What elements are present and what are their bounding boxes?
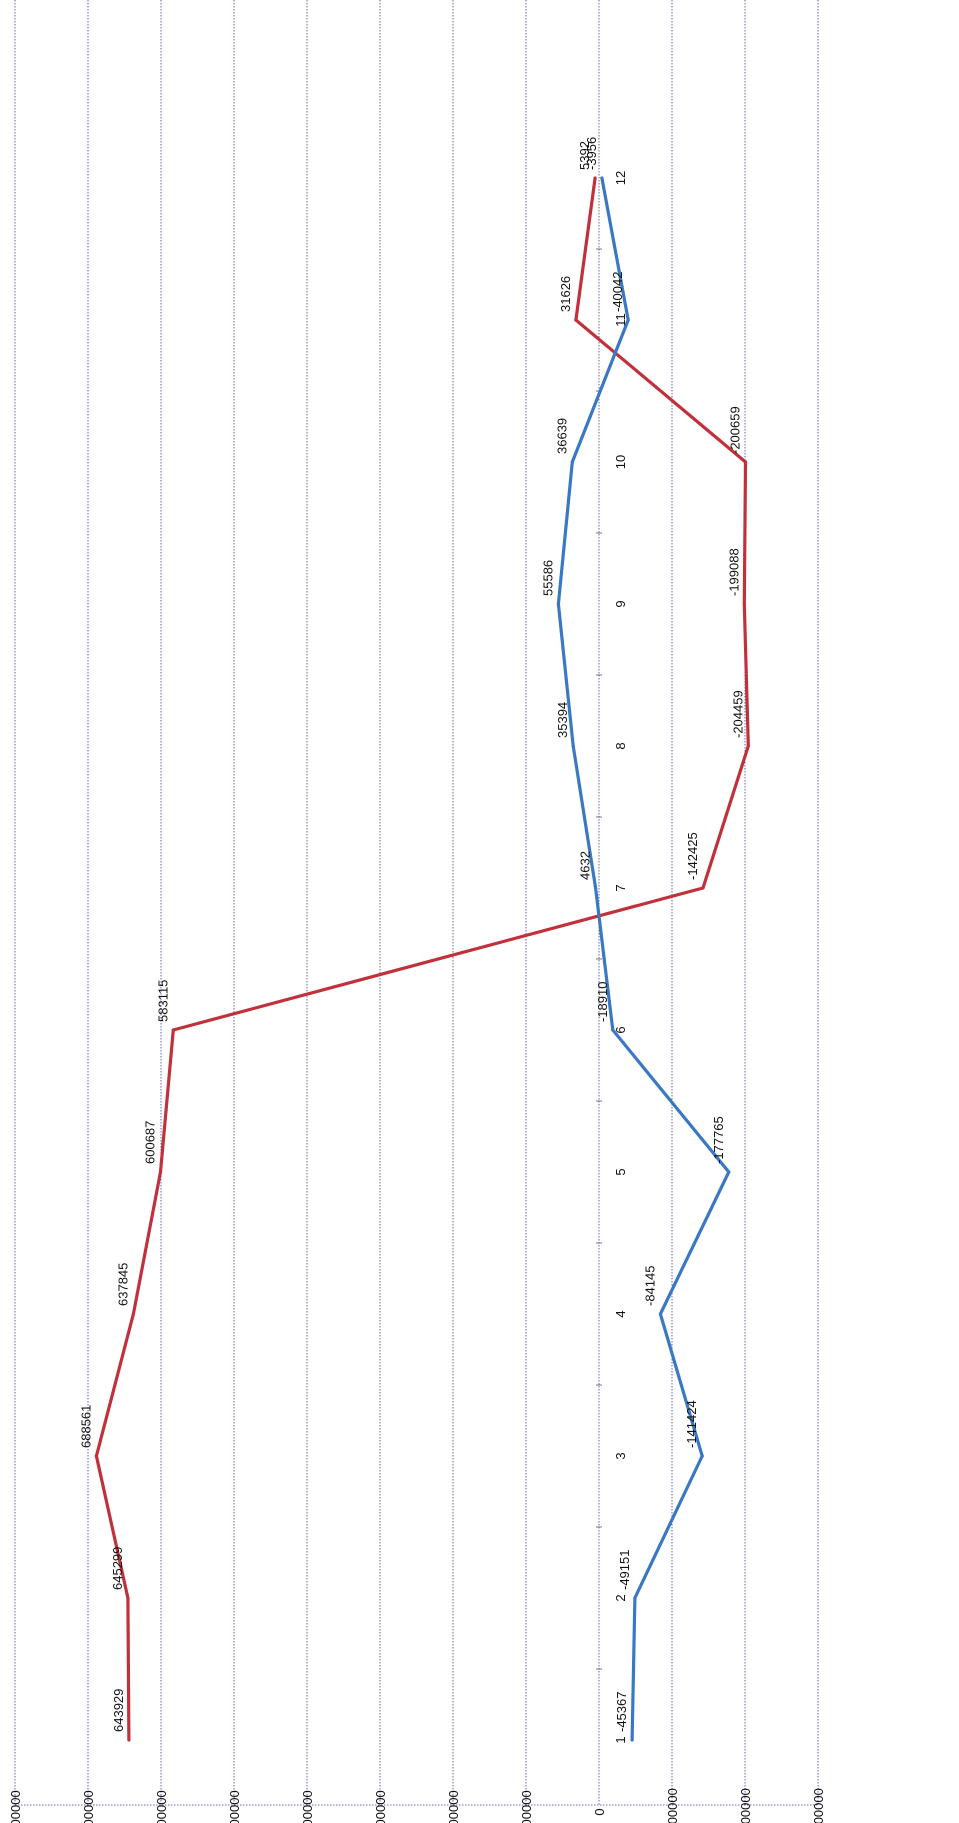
data-label: -204459 — [730, 690, 745, 738]
data-point — [701, 886, 705, 890]
data-point — [594, 886, 598, 890]
data-label: -84145 — [642, 1266, 657, 1306]
data-label: 688561 — [78, 1405, 93, 1448]
data-label: -45367 — [614, 1692, 629, 1732]
data-point — [742, 602, 746, 606]
data-point — [700, 1454, 704, 1458]
y-tick-label: 0 — [592, 1808, 607, 1815]
data-label: -177765 — [711, 1116, 726, 1164]
y-tick-label: 500000 — [227, 1790, 242, 1823]
y-tick-label: 400000 — [300, 1790, 315, 1823]
data-label: 5392 — [577, 141, 592, 170]
data-point — [611, 1028, 615, 1032]
data-point — [171, 1028, 175, 1032]
data-point — [571, 744, 575, 748]
data-label: 583115 — [155, 980, 170, 1022]
y-tick-label: 600000 — [154, 1790, 169, 1823]
data-point — [743, 460, 748, 464]
x-tick-label: 1 — [613, 1736, 628, 1743]
data-label: 4632 — [578, 851, 593, 880]
data-point — [727, 1170, 731, 1174]
y-tick-label: 100000 — [519, 1790, 534, 1823]
x-tick-label: 3 — [613, 1452, 628, 1459]
data-label: -142425 — [685, 832, 700, 880]
x-tick-label: 5 — [613, 1168, 628, 1175]
grid-lines — [14, 0, 819, 1805]
data-point — [556, 602, 561, 606]
x-tick-label: 8 — [613, 742, 628, 749]
y-tick-label: 300000 — [373, 1790, 388, 1823]
data-label: -199088 — [726, 548, 741, 596]
data-point — [131, 1312, 135, 1316]
x-tick-label: 4 — [613, 1310, 628, 1317]
data-point — [633, 1596, 637, 1600]
data-point — [94, 1454, 98, 1458]
x-tick-label: 6 — [613, 1026, 628, 1033]
data-label: -200659 — [727, 406, 742, 454]
data-point — [126, 1596, 130, 1600]
data-label: 637845 — [115, 1263, 130, 1306]
x-tick-label: 2 — [613, 1594, 628, 1601]
data-point — [593, 176, 597, 180]
x-tick-label: 7 — [613, 884, 628, 891]
data-label: -49151 — [617, 1550, 632, 1590]
data-label: -18910 — [595, 982, 610, 1022]
data-label: 55586 — [540, 560, 555, 596]
y-tick-label: 200000 — [446, 1790, 461, 1823]
series-lines — [94, 176, 750, 1742]
y-axis: 800000 700000 600000 500000 400000 300000 2000… — [8, 1788, 826, 1823]
y-tick-label: -300000 — [811, 1788, 826, 1823]
y-tick-label: -200000 — [738, 1788, 753, 1823]
data-point — [746, 744, 750, 748]
data-point — [570, 460, 574, 464]
series-line-1 — [94, 177, 750, 1741]
data-labels: 643929645299688561637845600687583115-142… — [78, 137, 745, 1732]
data-label: -40042 — [610, 272, 625, 312]
data-label: -141424 — [684, 1400, 699, 1448]
series-line-2 — [556, 177, 731, 1741]
data-point — [127, 1738, 131, 1742]
data-point — [626, 318, 630, 322]
y-tick-label: 800000 — [8, 1790, 23, 1823]
data-label: 600687 — [142, 1121, 157, 1164]
data-point — [658, 1312, 663, 1316]
x-tick-label: 10 — [613, 455, 628, 469]
data-point — [600, 176, 604, 180]
data-label: 36639 — [554, 418, 569, 454]
data-label: 643929 — [111, 1689, 126, 1732]
x-tick-label: 9 — [613, 600, 628, 607]
data-label: 645299 — [110, 1547, 125, 1590]
data-label: 35394 — [555, 702, 570, 738]
x-tick-label: 11 — [613, 313, 628, 327]
data-point — [630, 1738, 634, 1742]
y-tick-label: -100000 — [665, 1788, 680, 1823]
data-label: -3956 — [584, 137, 599, 170]
y-tick-label: 700000 — [81, 1790, 96, 1823]
data-point — [158, 1170, 163, 1174]
x-tick-label: 12 — [613, 171, 628, 185]
data-point — [574, 318, 578, 322]
data-label: 31626 — [558, 276, 573, 312]
